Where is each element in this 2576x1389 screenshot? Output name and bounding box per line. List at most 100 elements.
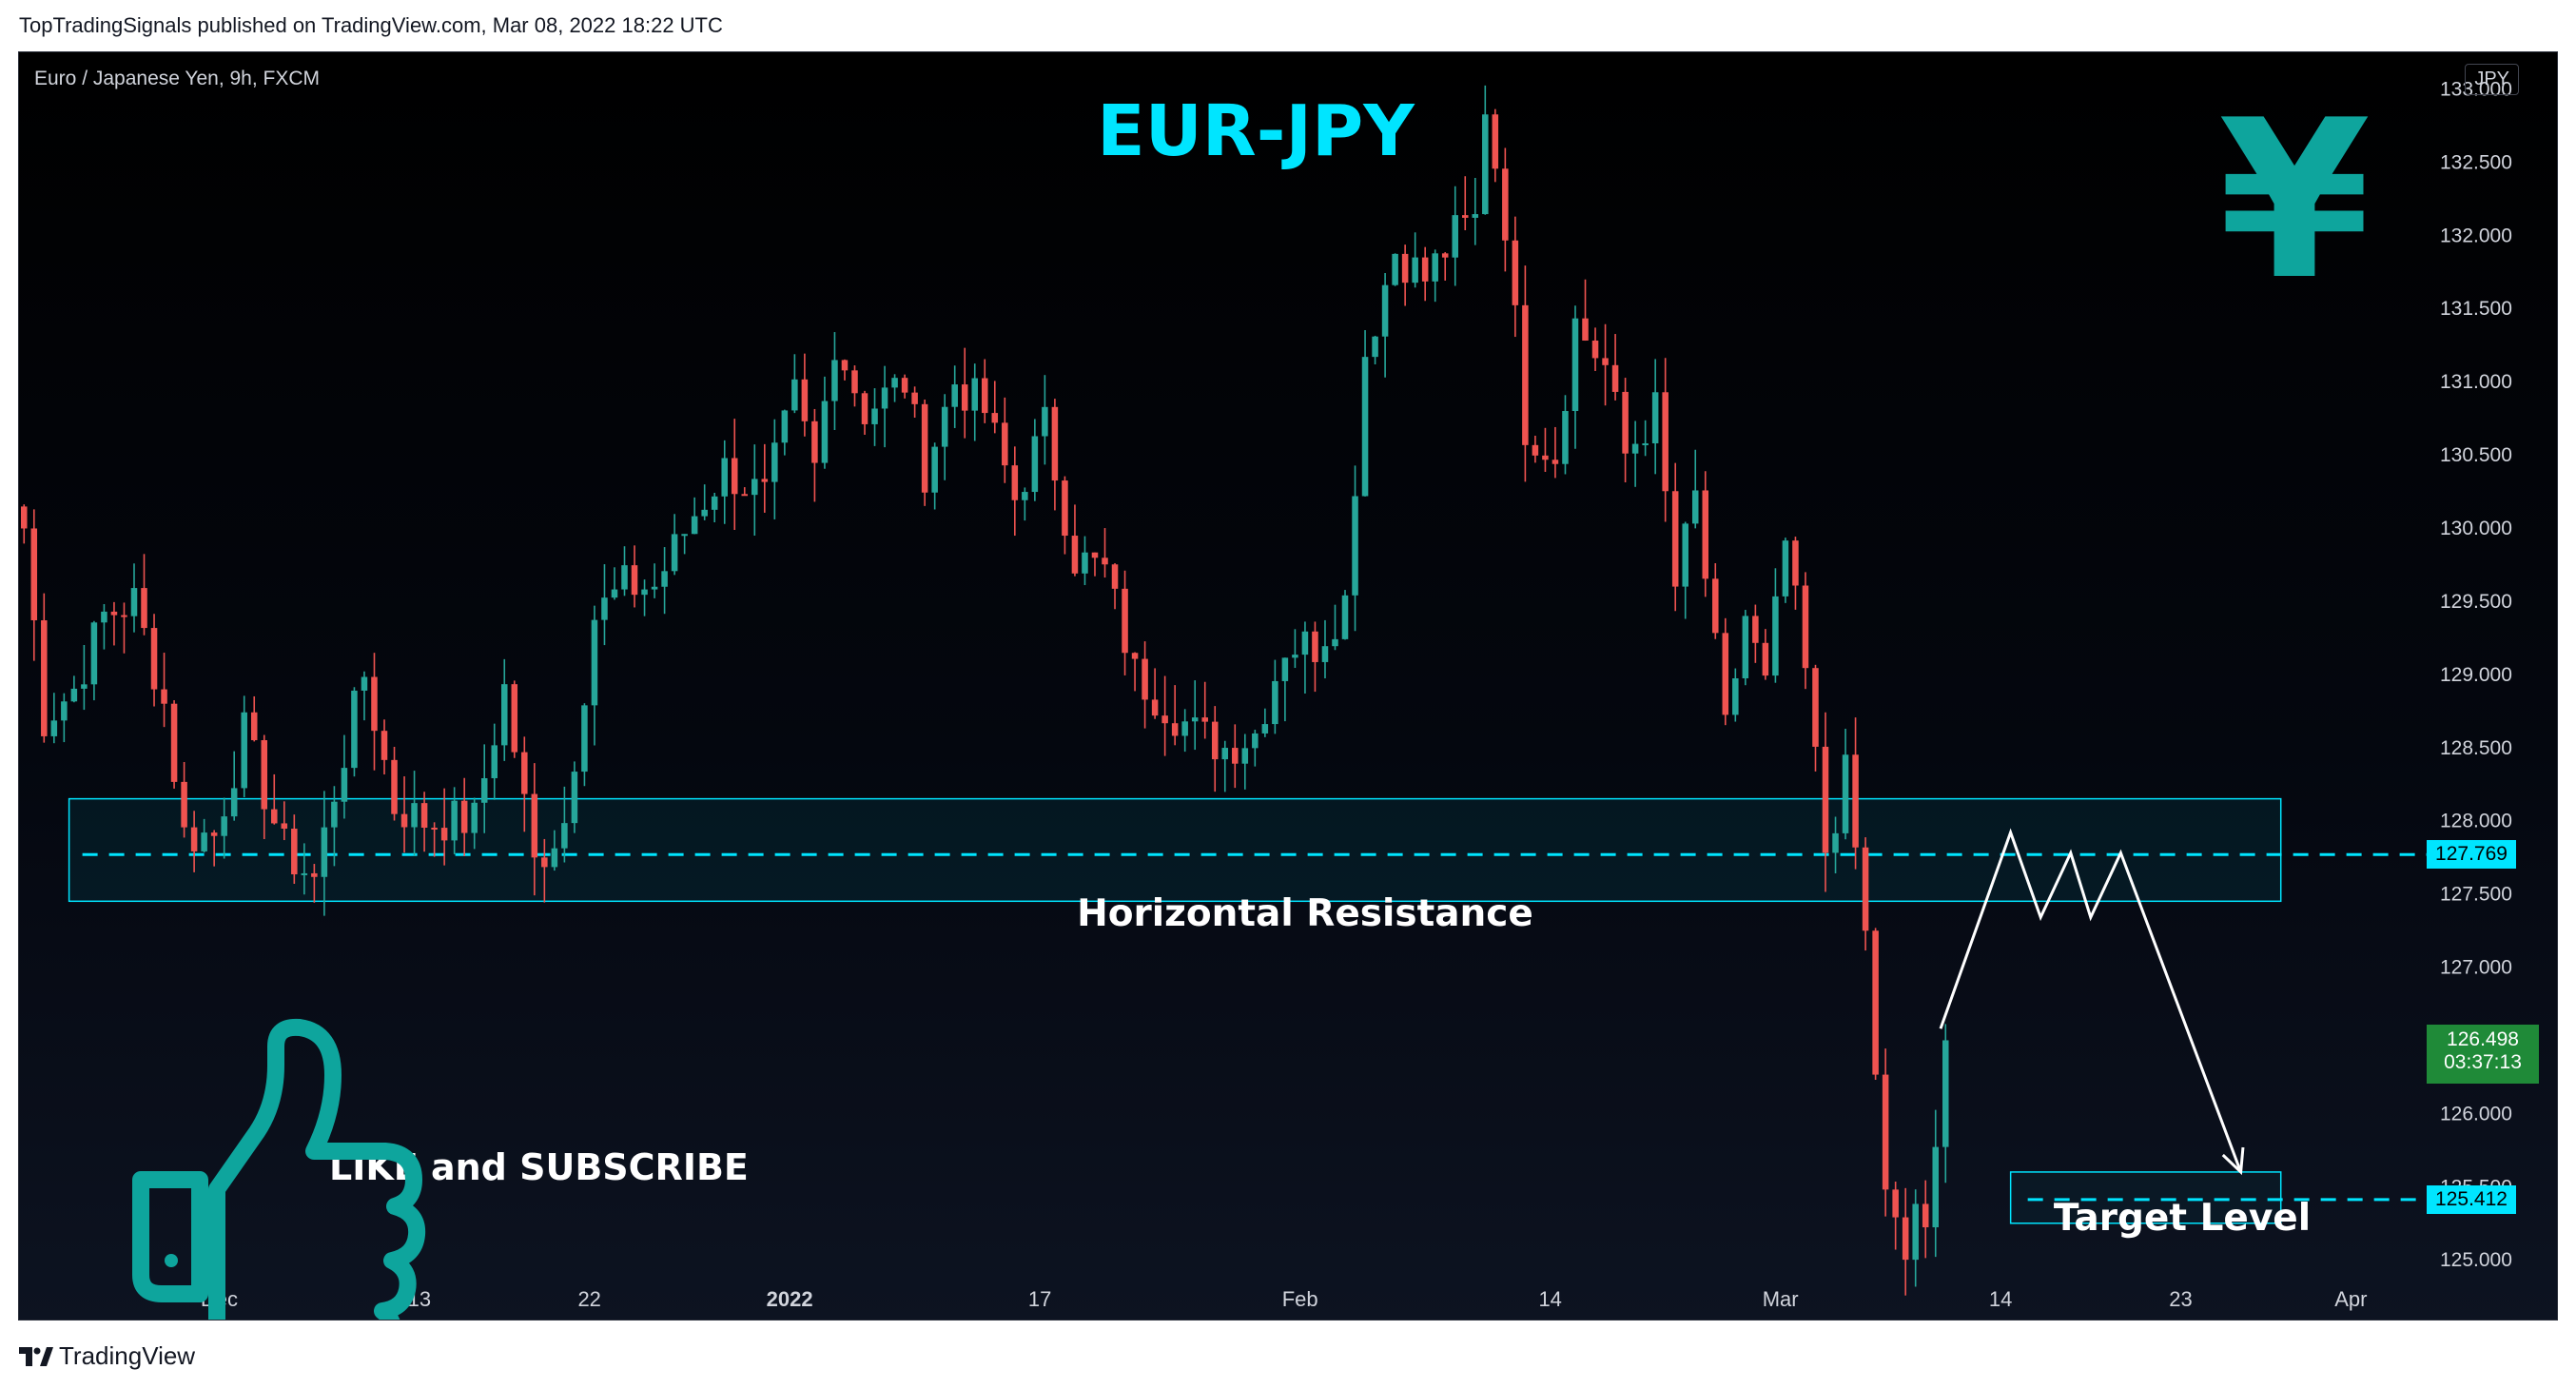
- candle: [90, 620, 98, 701]
- candle: [1381, 272, 1389, 378]
- chart-panel[interactable]: 125.000125.500126.000126.500127.000127.5…: [18, 51, 2558, 1321]
- candle-body: [1051, 406, 1059, 481]
- x-tick-label: 14: [1538, 1287, 1561, 1311]
- candle-body: [1712, 578, 1719, 634]
- candle-body: [871, 408, 878, 424]
- candle: [281, 801, 288, 841]
- candle: [1241, 734, 1249, 790]
- candle-body: [831, 360, 838, 401]
- candle: [1482, 85, 1489, 215]
- candle: [81, 645, 88, 711]
- candle-body: [1532, 444, 1539, 456]
- candle-body: [130, 588, 138, 616]
- x-tick-label: 23: [2169, 1287, 2192, 1311]
- chart-background: [19, 52, 2557, 1320]
- target-level-tag: 125.412: [2427, 1184, 2516, 1214]
- candle: [480, 744, 488, 833]
- candle: [1461, 176, 1469, 231]
- candle-body: [911, 392, 918, 404]
- chart-canvas[interactable]: 125.000125.500126.000126.500127.000127.5…: [19, 52, 2558, 1321]
- candle-body: [440, 828, 448, 841]
- candle-body: [1312, 631, 1318, 662]
- candle-body: [301, 872, 308, 875]
- candle-body: [731, 458, 738, 495]
- y-tick-label: 132.000: [2440, 225, 2512, 246]
- candle-body: [971, 378, 979, 411]
- candle: [621, 546, 628, 597]
- candle: [1201, 681, 1208, 739]
- candle-body: [631, 565, 638, 596]
- candle: [381, 719, 388, 775]
- candle: [961, 347, 968, 439]
- candle: [170, 700, 178, 789]
- candle-body: [1582, 318, 1589, 341]
- candle-body: [1631, 443, 1639, 454]
- footer-brand[interactable]: TradingView: [19, 1341, 195, 1371]
- candle: [1232, 724, 1239, 789]
- candle: [871, 388, 878, 446]
- candle-body: [691, 516, 698, 535]
- candle: [1122, 570, 1128, 675]
- candle: [351, 687, 358, 777]
- candle-body: [851, 370, 858, 394]
- candle-body: [1782, 540, 1789, 597]
- candle: [701, 484, 708, 520]
- candle-body: [721, 458, 728, 497]
- candle: [1002, 397, 1008, 483]
- candle-body: [110, 611, 118, 616]
- y-tick-label: 128.500: [2440, 737, 2512, 759]
- candle: [451, 787, 458, 854]
- candle-body: [891, 378, 898, 388]
- candle-body: [1862, 847, 1869, 931]
- candle: [1051, 399, 1059, 511]
- candle: [1091, 552, 1099, 577]
- candle: [1542, 427, 1549, 473]
- y-tick-label: 130.500: [2440, 444, 2512, 466]
- candle-body: [791, 379, 798, 411]
- candle: [771, 419, 778, 519]
- candle-body: [331, 801, 338, 828]
- candle-body: [1142, 658, 1148, 700]
- candle-body: [1171, 723, 1179, 736]
- candle-body: [1441, 253, 1449, 258]
- candle: [1562, 395, 1569, 475]
- candle: [1011, 446, 1019, 537]
- candle: [1131, 652, 1139, 692]
- candle-body: [1602, 358, 1609, 365]
- candle-body: [1942, 1040, 1949, 1147]
- candle: [631, 545, 638, 608]
- candle: [1181, 709, 1188, 753]
- candle: [130, 563, 138, 633]
- candle-body: [1272, 680, 1278, 725]
- candle-body: [1122, 588, 1128, 654]
- candle: [1492, 108, 1499, 183]
- candle-body: [1832, 832, 1839, 853]
- candle: [711, 493, 718, 522]
- candle-body: [1571, 318, 1579, 412]
- candle: [1042, 375, 1048, 465]
- candle-body: [1522, 304, 1529, 445]
- candle-body: [30, 528, 38, 621]
- current-price-tag: 126.498 03:37:13: [2427, 1024, 2539, 1084]
- candle: [1401, 245, 1409, 306]
- y-tick-label: 128.000: [2440, 811, 2512, 832]
- candle: [741, 487, 749, 497]
- currency-badge[interactable]: JPY: [2465, 64, 2519, 95]
- candle-body: [221, 816, 227, 836]
- y-tick-label: 127.000: [2440, 957, 2512, 979]
- projection-path: [1939, 828, 2243, 1173]
- candle-body: [1722, 633, 1729, 715]
- candle-body: [1241, 748, 1249, 764]
- candle-body: [1591, 340, 1599, 359]
- candle: [661, 547, 668, 615]
- candle: [1832, 816, 1839, 873]
- y-tick-label: 131.000: [2440, 371, 2512, 393]
- candle-body: [61, 701, 68, 721]
- candle-body: [1762, 642, 1769, 676]
- candle-body: [1381, 284, 1389, 337]
- candle-body: [1281, 657, 1289, 681]
- candle: [61, 693, 68, 743]
- candle: [1272, 659, 1278, 734]
- candle: [591, 605, 598, 746]
- candle: [1502, 147, 1509, 272]
